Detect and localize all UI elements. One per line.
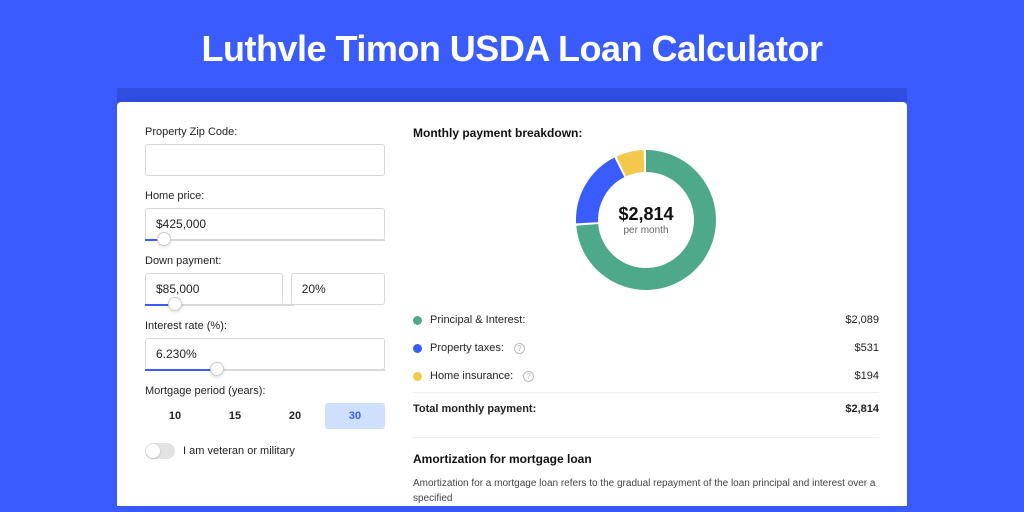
legend-label: Home insurance: (430, 370, 513, 382)
interest-rate-slider[interactable] (145, 369, 385, 371)
calculator-card: Property Zip Code: Home price: Down paym… (117, 102, 907, 506)
legend-value: $531 (855, 342, 879, 354)
home-price-slider-thumb[interactable] (157, 232, 171, 246)
interest-rate-slider-thumb[interactable] (210, 362, 224, 376)
legend-value: $194 (855, 370, 879, 382)
donut-sub: per month (618, 225, 673, 236)
breakdown-column: Monthly payment breakdown: $2,814 per mo… (413, 126, 879, 506)
info-icon[interactable]: ? (523, 371, 534, 382)
donut-slice (621, 161, 644, 166)
legend-dot (413, 316, 422, 325)
down-payment-group: Down payment: (145, 255, 385, 306)
donut-container: $2,814 per month (413, 150, 879, 290)
zip-label: Property Zip Code: (145, 126, 385, 138)
total-value: $2,814 (845, 403, 879, 415)
legend-label: Principal & Interest: (430, 314, 525, 326)
veteran-label: I am veteran or military (183, 445, 295, 457)
zip-field-group: Property Zip Code: (145, 126, 385, 176)
home-price-group: Home price: (145, 190, 385, 241)
legend-value: $2,089 (845, 314, 879, 326)
legend-dot (413, 344, 422, 353)
period-buttons: 10152030 (145, 403, 385, 429)
legend-label: Property taxes: (430, 342, 504, 354)
home-price-label: Home price: (145, 190, 385, 202)
donut-chart: $2,814 per month (576, 150, 716, 290)
toggle-knob (146, 444, 160, 458)
period-button-30[interactable]: 30 (325, 403, 385, 429)
total-row: Total monthly payment: $2,814 (413, 392, 879, 423)
veteran-toggle[interactable] (145, 443, 175, 459)
legend-row: Property taxes:? $531 (413, 334, 879, 362)
legend-row: Home insurance:? $194 (413, 362, 879, 390)
home-price-input[interactable] (145, 208, 385, 240)
calculator-frame: Property Zip Code: Home price: Down paym… (117, 88, 907, 506)
down-payment-amount-input[interactable] (145, 273, 283, 305)
interest-rate-label: Interest rate (%): (145, 320, 385, 332)
interest-rate-input[interactable] (145, 338, 385, 370)
breakdown-title: Monthly payment breakdown: (413, 126, 879, 140)
period-group: Mortgage period (years): 10152030 (145, 385, 385, 429)
legend-row: Principal & Interest: $2,089 (413, 306, 879, 334)
donut-center: $2,814 per month (618, 204, 673, 236)
amortization-title: Amortization for mortgage loan (413, 452, 879, 466)
down-payment-slider[interactable] (145, 304, 294, 306)
inputs-column: Property Zip Code: Home price: Down paym… (145, 126, 385, 506)
info-icon[interactable]: ? (514, 343, 525, 354)
veteran-toggle-row: I am veteran or military (145, 443, 385, 459)
zip-input[interactable] (145, 144, 385, 176)
home-price-slider[interactable] (145, 239, 385, 241)
down-payment-label: Down payment: (145, 255, 385, 267)
period-label: Mortgage period (years): (145, 385, 385, 397)
amortization-text: Amortization for a mortgage loan refers … (413, 476, 879, 506)
donut-amount: $2,814 (618, 204, 673, 225)
period-button-20[interactable]: 20 (265, 403, 325, 429)
period-button-15[interactable]: 15 (205, 403, 265, 429)
period-button-10[interactable]: 10 (145, 403, 205, 429)
amortization-section: Amortization for mortgage loan Amortizat… (413, 437, 879, 506)
total-label: Total monthly payment: (413, 403, 536, 415)
page-title: Luthvle Timon USDA Loan Calculator (0, 0, 1024, 88)
down-payment-slider-thumb[interactable] (168, 297, 182, 311)
donut-slice (587, 167, 619, 222)
down-payment-percent-input[interactable] (291, 273, 385, 305)
legend: Principal & Interest: $2,089 Property taxe… (413, 306, 879, 390)
interest-rate-group: Interest rate (%): (145, 320, 385, 371)
legend-dot (413, 372, 422, 381)
